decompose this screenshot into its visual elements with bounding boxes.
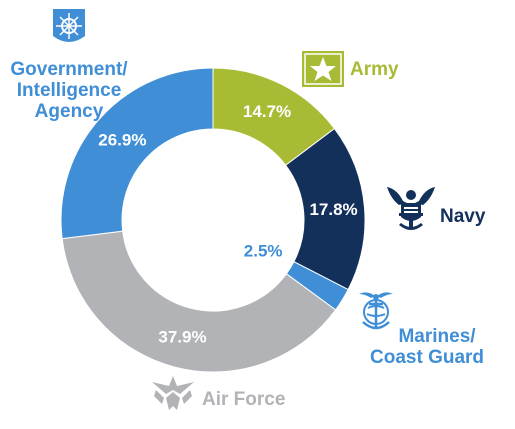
label-army: Army: [350, 59, 399, 80]
agency-seal-icon: [53, 9, 85, 42]
value-label-marines-coast-guard: 2.5%: [244, 242, 283, 261]
label-gov-line1: Government/: [10, 59, 128, 80]
label-marines-line2: Coast Guard: [370, 347, 485, 368]
slice-air-force: [61, 230, 337, 373]
slice-value-labels: 14.7% 17.8% 2.5% 37.9% 26.9%: [98, 102, 357, 346]
label-gov-line2: Intelligence: [16, 80, 122, 101]
label-air-force: Air Force: [202, 389, 286, 410]
value-label-army: 14.7%: [243, 102, 291, 121]
label-navy: Navy: [440, 206, 486, 227]
label-marines-line1: Marines/: [398, 326, 476, 347]
label-government-intelligence-agency: Government/ Intelligence Agency: [4, 59, 134, 122]
value-label-air-force: 37.9%: [158, 328, 206, 347]
label-marines-coast-guard: Marines/ Coast Guard: [370, 326, 484, 368]
slice-government-intelligence-agency: [60, 67, 214, 240]
navy-eagle-icon: [387, 187, 435, 230]
marines-emblem-icon: [359, 292, 393, 330]
value-label-government-intelligence-agency: 26.9%: [98, 130, 146, 149]
value-label-navy: 17.8%: [309, 200, 357, 219]
donut-slices: [60, 67, 366, 373]
label-gov-line3: Agency: [34, 101, 104, 122]
air-force-wings-icon: [152, 376, 194, 410]
army-star-icon: [302, 51, 344, 87]
